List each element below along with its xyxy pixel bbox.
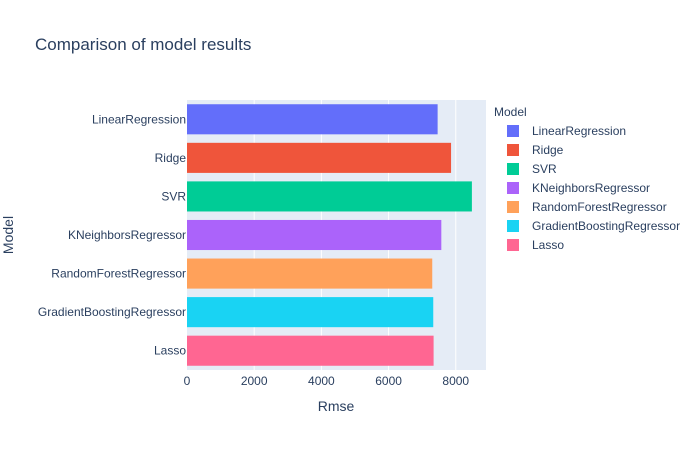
legend-swatch[interactable] [507,182,519,194]
chart-title: Comparison of model results [35,35,251,54]
bar[interactable] [187,258,433,289]
x-axis-title: Rmse [318,398,355,414]
x-tick-label: 6000 [375,374,402,388]
legend-swatch[interactable] [507,220,519,232]
x-tick-label: 2000 [241,374,268,388]
legend-item-label[interactable]: KNeighborsRegressor [532,181,650,195]
legend-item-label[interactable]: GradientBoostingRegressor [532,219,680,233]
x-tick-label: 4000 [308,374,335,388]
legend-swatch[interactable] [507,163,519,175]
x-tick-label: 0 [184,374,191,388]
y-tick-label: RandomForestRegressor [51,267,186,281]
legend-swatch[interactable] [507,144,519,156]
legend-swatch[interactable] [507,201,519,213]
y-tick-label: Lasso [154,344,186,358]
bar[interactable] [187,297,434,328]
bar[interactable] [187,142,452,173]
x-tick-label: 8000 [442,374,469,388]
legend-item-label[interactable]: RandomForestRegressor [532,200,667,214]
bar[interactable] [187,181,472,212]
bars [187,104,472,366]
legend-swatch[interactable] [507,239,519,251]
y-axis-title: Model [0,216,16,254]
y-tick-labels: LinearRegression Ridge SVR KNeighborsRegres… [38,112,186,357]
y-tick-label: LinearRegression [92,112,186,126]
legend-item-label[interactable]: Lasso [532,238,564,252]
y-tick-label: SVR [161,189,186,203]
legend-item-label[interactable]: SVR [532,162,557,176]
y-tick-label: GradientBoostingRegressor [38,305,186,319]
y-tick-label: Ridge [155,151,187,165]
bar[interactable] [187,104,438,135]
legend-item-label[interactable]: Ridge [532,143,564,157]
legend-title: Model [494,105,527,119]
bar[interactable] [187,219,442,251]
legend: Model LinearRegression Ridge SVR KNeighbors… [494,105,680,252]
y-tick-label: KNeighborsRegressor [68,228,186,242]
bar[interactable] [187,335,434,366]
legend-item-label[interactable]: LinearRegression [532,124,626,138]
x-tick-labels: 0 2000 4000 6000 8000 [184,374,470,388]
legend-swatch[interactable] [507,125,519,137]
